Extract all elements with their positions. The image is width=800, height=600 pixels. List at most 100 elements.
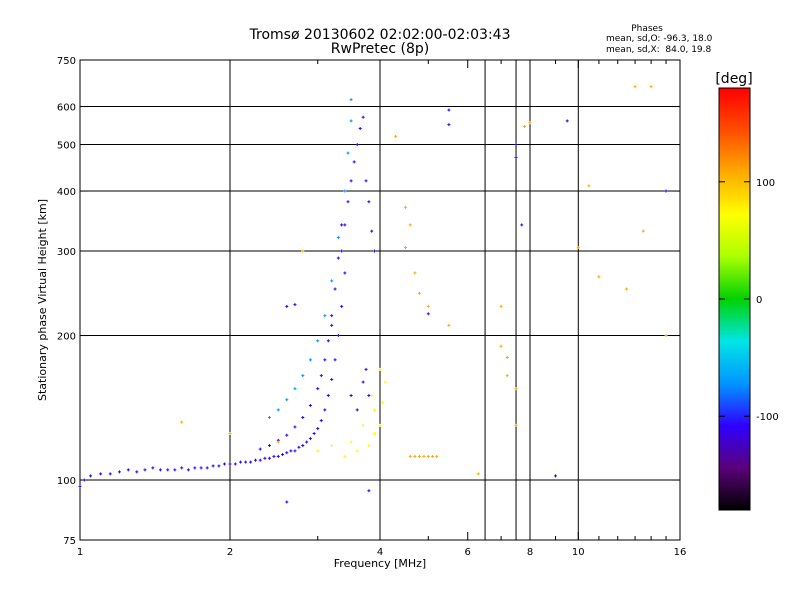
data-point — [330, 314, 334, 318]
data-point — [308, 403, 312, 407]
data-point — [78, 484, 82, 488]
x-tick-label: 16 — [674, 547, 687, 558]
data-point — [352, 160, 356, 164]
data-point — [514, 155, 518, 159]
data-point — [89, 474, 93, 478]
data-point — [308, 437, 312, 441]
x-tick-label: 1 — [77, 547, 83, 558]
data-point — [330, 279, 334, 283]
data-point — [394, 134, 398, 138]
data-point — [326, 339, 330, 343]
data-point — [373, 432, 377, 436]
data-point — [426, 304, 430, 308]
data-point — [641, 229, 645, 233]
data-point — [349, 98, 353, 102]
data-point — [435, 454, 439, 458]
data-point — [193, 466, 197, 470]
data-point — [408, 223, 412, 227]
data-point — [253, 458, 257, 462]
data-point — [151, 466, 155, 470]
data-point — [349, 394, 353, 398]
data-point — [633, 85, 637, 89]
data-point — [333, 358, 337, 362]
x-tick-label: 6 — [465, 547, 471, 558]
data-point — [301, 374, 305, 378]
data-point — [330, 377, 334, 381]
data-point — [367, 444, 371, 448]
series-x-trace — [316, 367, 387, 458]
data-point — [413, 271, 417, 275]
data-point — [301, 249, 305, 253]
data-point — [417, 454, 421, 458]
data-point — [326, 394, 330, 398]
data-point — [597, 275, 601, 279]
data-point — [340, 223, 344, 227]
data-point — [293, 387, 297, 391]
data-point — [316, 449, 320, 453]
data-point — [340, 304, 344, 308]
data-point — [199, 466, 203, 470]
data-point — [223, 462, 227, 466]
data-point — [333, 287, 337, 291]
data-point — [186, 468, 190, 472]
grid-lines — [80, 60, 680, 540]
data-point — [361, 115, 365, 119]
data-point — [249, 460, 253, 464]
data-point — [285, 398, 289, 402]
data-point — [258, 447, 262, 451]
data-point — [364, 367, 368, 371]
data-point — [514, 387, 518, 391]
data-point — [403, 246, 407, 250]
data-point — [336, 236, 340, 240]
data-point — [293, 303, 297, 307]
data-point — [349, 119, 353, 123]
data-point — [244, 460, 248, 464]
y-tick-label: 300 — [57, 247, 76, 258]
data-point — [343, 454, 347, 458]
data-point — [228, 462, 232, 466]
series-o-trace-low — [78, 271, 347, 488]
data-point — [361, 423, 365, 427]
data-point — [381, 401, 385, 405]
data-point — [447, 108, 451, 112]
chart-subtitle: RwPretec (8p) — [331, 41, 429, 57]
data-point — [297, 445, 301, 449]
data-point — [316, 387, 320, 391]
series-scattered-echoes — [180, 85, 668, 476]
legend-title: Phases — [631, 24, 663, 34]
data-point — [108, 472, 112, 476]
data-point — [505, 374, 509, 378]
data-point — [417, 291, 421, 295]
data-point — [276, 408, 280, 412]
series-f-region-cusp — [340, 115, 377, 412]
data-point — [323, 408, 327, 412]
data-point — [228, 432, 232, 436]
y-tick-label: 75 — [63, 536, 76, 547]
data-point — [272, 454, 276, 458]
data-point — [514, 423, 518, 427]
data-point — [343, 223, 347, 227]
data-point — [383, 380, 387, 384]
data-point — [364, 179, 368, 183]
x-tick-label: 2 — [227, 547, 233, 558]
data-point — [358, 126, 362, 130]
series-o-trace-upper — [267, 98, 353, 419]
chart-title: Tromsø 20130602 02:02:00-02:03:43 — [249, 27, 511, 43]
data-point — [305, 440, 309, 444]
data-point — [281, 453, 285, 457]
data-point — [263, 456, 267, 460]
data-point — [403, 205, 407, 209]
data-point — [587, 184, 591, 188]
axis-ticks: 1 2 4 6 8 10 16 75 100 200 300 400 500 600 750 — [57, 56, 686, 558]
data-point — [565, 119, 569, 123]
data-point — [355, 143, 359, 147]
data-point — [340, 249, 344, 253]
data-point — [267, 415, 271, 419]
data-point — [323, 358, 327, 362]
data-point — [267, 456, 271, 460]
data-point — [285, 433, 289, 437]
data-point — [285, 451, 289, 455]
data-point — [293, 449, 297, 453]
colorbar-label: [deg] — [715, 71, 752, 87]
y-tick-label: 500 — [57, 141, 76, 152]
